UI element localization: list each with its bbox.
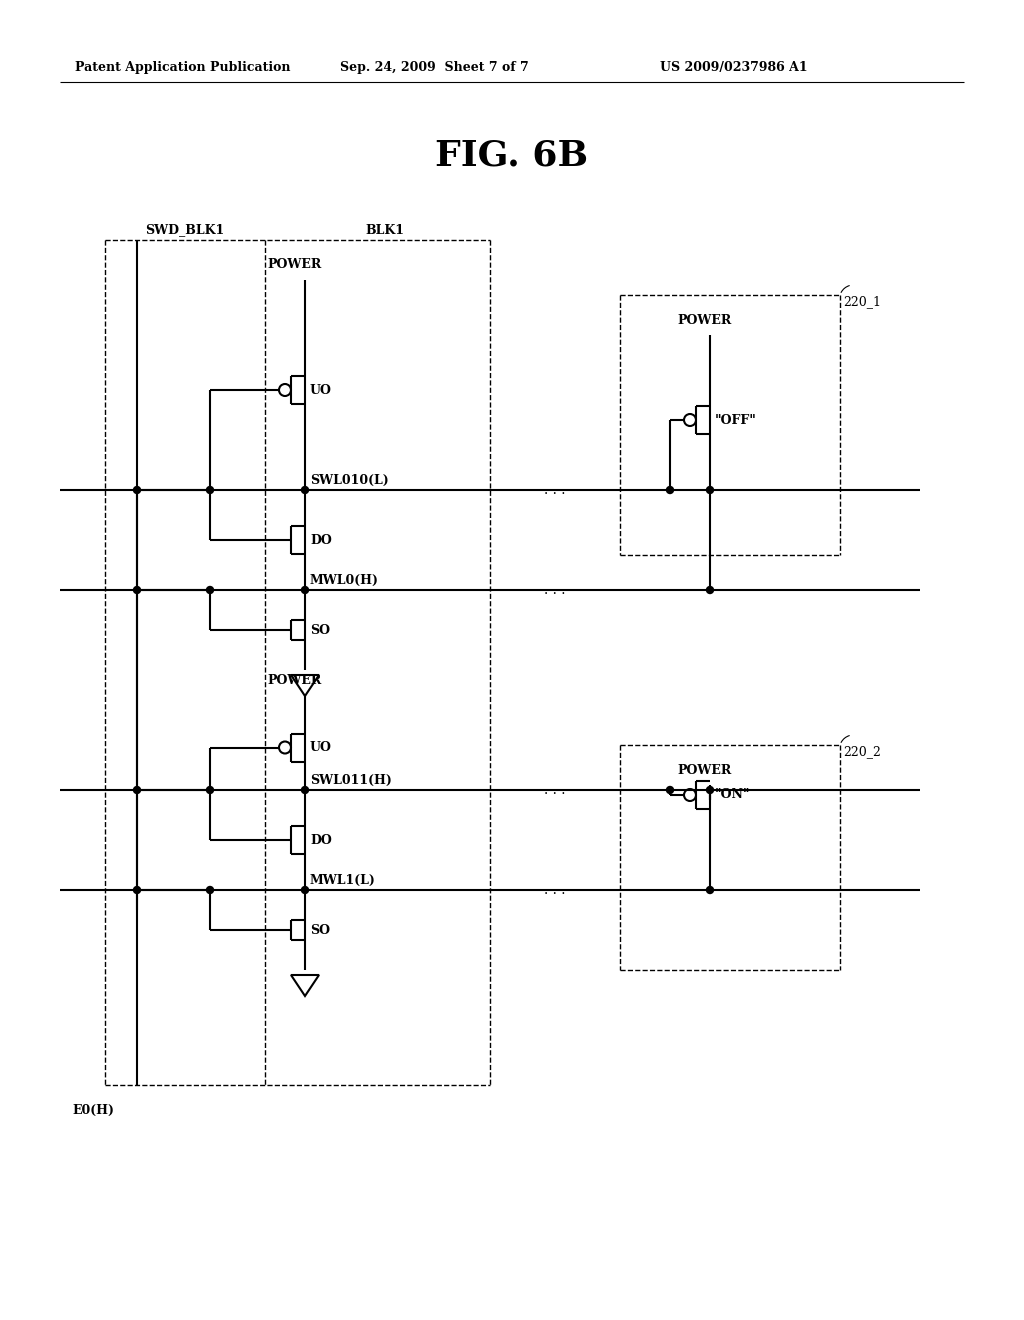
Text: SO: SO <box>310 623 330 636</box>
Circle shape <box>207 887 213 894</box>
Text: SWD_BLK1: SWD_BLK1 <box>145 223 224 236</box>
Circle shape <box>707 586 714 594</box>
Circle shape <box>667 487 674 494</box>
Text: SWL010(L): SWL010(L) <box>310 474 389 487</box>
Text: "ON": "ON" <box>715 788 751 801</box>
Circle shape <box>207 586 213 594</box>
Circle shape <box>133 586 140 594</box>
Text: Patent Application Publication: Patent Application Publication <box>75 62 291 74</box>
Circle shape <box>301 887 308 894</box>
Text: 220_1: 220_1 <box>843 294 881 308</box>
Text: SWL011(H): SWL011(H) <box>310 774 392 787</box>
Text: E0(H): E0(H) <box>72 1104 114 1117</box>
Text: DO: DO <box>310 533 332 546</box>
Text: SO: SO <box>310 924 330 936</box>
Circle shape <box>133 887 140 894</box>
Circle shape <box>707 787 714 793</box>
Text: . . .: . . . <box>544 883 565 898</box>
Text: UO: UO <box>310 384 332 396</box>
Circle shape <box>207 487 213 494</box>
Text: POWER: POWER <box>678 314 732 326</box>
Circle shape <box>207 787 213 793</box>
Text: POWER: POWER <box>678 763 732 776</box>
Text: POWER: POWER <box>268 673 323 686</box>
Circle shape <box>133 787 140 793</box>
Text: DO: DO <box>310 833 332 846</box>
Text: UO: UO <box>310 741 332 754</box>
Circle shape <box>301 586 308 594</box>
Circle shape <box>301 487 308 494</box>
Circle shape <box>707 887 714 894</box>
Circle shape <box>301 787 308 793</box>
Text: Sep. 24, 2009  Sheet 7 of 7: Sep. 24, 2009 Sheet 7 of 7 <box>340 62 528 74</box>
Circle shape <box>707 487 714 494</box>
Circle shape <box>133 487 140 494</box>
Text: FIG. 6B: FIG. 6B <box>435 139 589 172</box>
Text: . . .: . . . <box>544 783 565 797</box>
Text: . . .: . . . <box>544 583 565 597</box>
Text: MWL1(L): MWL1(L) <box>310 874 376 887</box>
Text: US 2009/0237986 A1: US 2009/0237986 A1 <box>660 62 808 74</box>
Text: . . .: . . . <box>544 483 565 498</box>
Text: POWER: POWER <box>268 259 323 272</box>
Circle shape <box>667 787 674 793</box>
Text: BLK1: BLK1 <box>366 223 404 236</box>
Text: "OFF": "OFF" <box>715 413 757 426</box>
Text: 220_2: 220_2 <box>843 744 881 758</box>
Text: MWL0(H): MWL0(H) <box>310 573 379 586</box>
